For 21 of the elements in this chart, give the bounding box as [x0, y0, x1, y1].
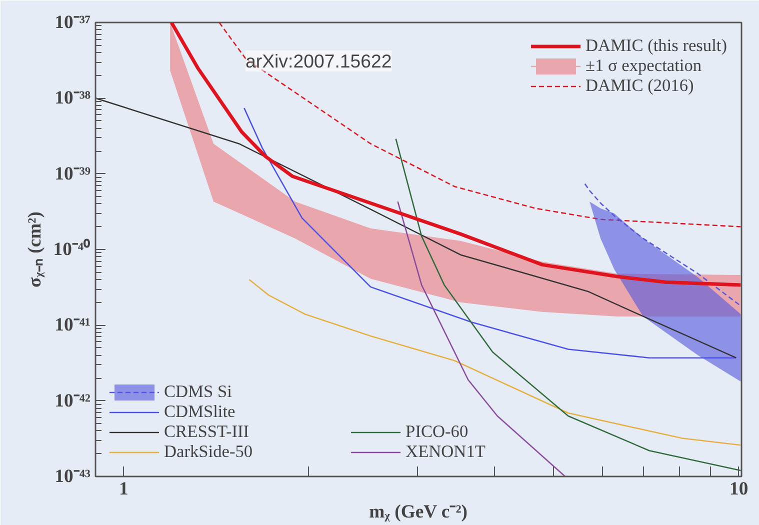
y-tick-label: 10⁻³⁸ — [54, 88, 91, 109]
legend-label: PICO-60 — [406, 422, 468, 442]
legend-label: DAMIC (this result) — [585, 36, 727, 56]
x-tick-label: 1 — [118, 478, 128, 500]
annotation: arXiv:2007.15622 — [246, 50, 392, 72]
legend-label: DarkSide-50 — [164, 442, 253, 462]
x-tick-label: 10 — [730, 478, 748, 500]
legend-label: CDMS Si — [164, 382, 232, 402]
legend-label: CRESST-III — [164, 422, 250, 442]
y-tick-label: 10⁻⁴¹ — [54, 314, 90, 336]
y-tick-label: 10⁻³⁹ — [54, 163, 91, 184]
y-tick-label: 10⁻⁴² — [54, 390, 91, 412]
y-tick-label: 10⁻³⁷ — [54, 12, 91, 33]
legend-label: XENON1T — [406, 442, 486, 462]
legend-label: CDMSlite — [164, 402, 236, 422]
legend-label: DAMIC (2016) — [585, 76, 694, 96]
x-axis-title: mᵪ (GeV c⁻²) — [369, 502, 468, 522]
y-axis-title: σᵪ₋ₙ (cm²) — [24, 212, 46, 288]
y-tick-label: 10⁻⁴³ — [54, 466, 91, 487]
y-tick-label: 10⁻⁴⁰ — [53, 238, 90, 260]
legend-label: ±1 σ expectation — [585, 56, 702, 76]
